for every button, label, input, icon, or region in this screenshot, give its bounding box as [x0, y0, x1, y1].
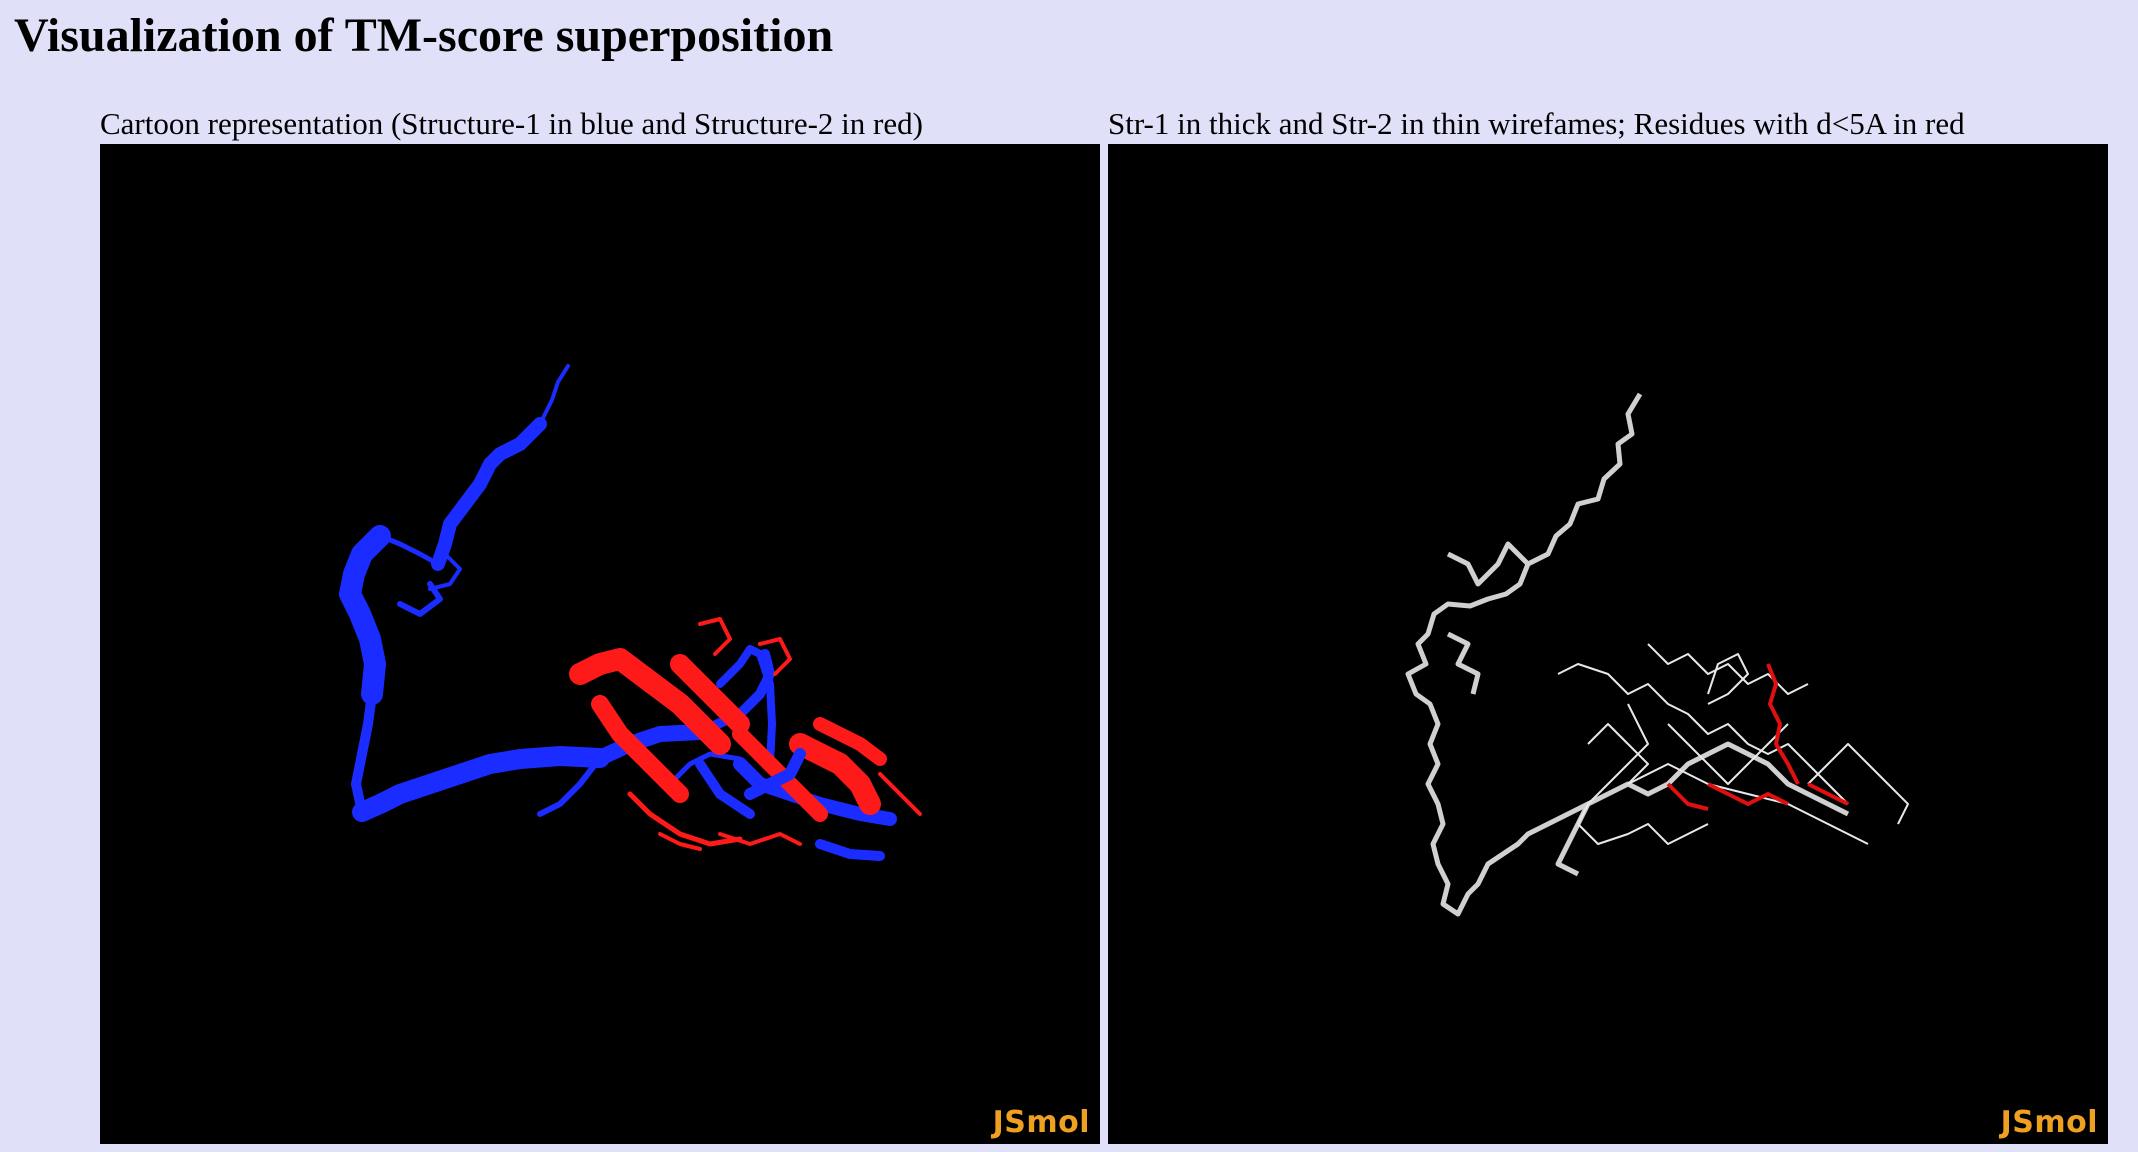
wireframe-molecule-viewer[interactable]: JSmol — [1108, 144, 2108, 1144]
page-title: Visualization of TM-score superposition — [14, 9, 834, 62]
structure-1-blue-cartoon — [339, 364, 897, 826]
close-residues-red — [1666, 663, 1849, 811]
wireframe-panel: Str-1 in thick and Str-2 in thin wirefam… — [1108, 104, 2108, 1144]
jsmol-logo: JSmol — [2000, 1105, 2098, 1140]
wireframe-structure-render — [1405, 392, 1909, 917]
cartoon-panel: Cartoon representation (Structure-1 in b… — [100, 104, 1100, 1144]
wireframe-panel-caption: Str-1 in thick and Str-2 in thin wirefam… — [1108, 106, 1965, 141]
cartoon-structure-render — [339, 364, 922, 861]
structure-1-blue-overlay — [695, 748, 885, 861]
cartoon-molecule-viewer[interactable]: JSmol — [100, 144, 1100, 1144]
cartoon-panel-caption: Cartoon representation (Structure-1 in b… — [100, 106, 923, 141]
jsmol-logo: JSmol — [992, 1105, 1090, 1140]
structure-2-thin-wireframe — [1557, 643, 1909, 845]
structure-1-thick-wireframe — [1405, 392, 1850, 917]
